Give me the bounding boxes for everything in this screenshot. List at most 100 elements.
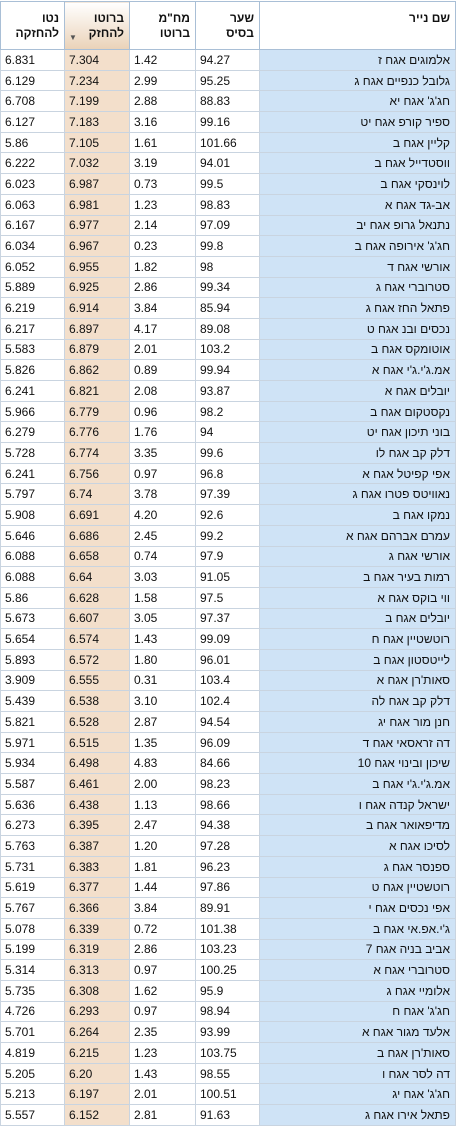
column-header-base-price[interactable]: שער בסיס <box>195 1 260 50</box>
cell-name[interactable]: אורשי אגח ג <box>259 545 456 568</box>
table-row[interactable]: נמקו אגח ב 92.6 4.20 6.691 5.908 <box>0 504 456 526</box>
cell-name[interactable]: אלעד מגור אגח א <box>259 1021 456 1043</box>
table-row[interactable]: אב-גד אגח א 98.83 1.23 6.981 6.063 <box>0 193 456 216</box>
table-row[interactable]: אביב בניה אגח 7 103.23 2.86 6.319 5.199 <box>0 938 456 961</box>
cell-name[interactable]: נקסטקום אגח ב <box>259 400 456 423</box>
cell-name[interactable]: סטרוברי אגח ג <box>259 276 456 299</box>
table-row[interactable]: דה לסר אגח ו 98.55 1.43 6.20 5.205 <box>0 1062 456 1085</box>
table-row[interactable]: חג'ג' אגח יא 88.83 2.88 7.199 6.708 <box>0 90 456 113</box>
cell-name[interactable]: חג'ג' אירופה אגח ב <box>259 235 456 257</box>
table-row[interactable]: עמרם אברהם אגח א 99.2 2.45 6.686 5.646 <box>0 524 456 547</box>
cell-name[interactable]: גלובל כנפיים אגח ג <box>259 69 456 92</box>
cell-name[interactable]: מדיפאואר אגח ב <box>259 814 456 837</box>
table-row[interactable]: דה זראסאי אגח ד 96.09 1.35 6.515 5.971 <box>0 731 456 754</box>
cell-name[interactable]: ישראל קנדה אגח ו <box>259 793 456 816</box>
table-row[interactable]: נקסטקום אגח ב 98.2 0.96 6.779 5.966 <box>0 400 456 423</box>
table-row[interactable]: לסיכו אגח א 97.28 1.20 6.387 5.763 <box>0 835 456 857</box>
cell-name[interactable]: לסיכו אגח א <box>259 835 456 857</box>
table-row[interactable]: ווסטדייל אגח ב 94.01 3.19 7.032 6.222 <box>0 152 456 175</box>
table-row[interactable]: מדיפאואר אגח ב 94.38 2.47 6.395 6.273 <box>0 814 456 837</box>
table-row[interactable]: קליין אגח ב 101.66 1.61 7.105 5.86 <box>0 131 456 154</box>
table-row[interactable]: אורשי אגח ג 97.9 0.74 6.658 6.088 <box>0 545 456 568</box>
table-row[interactable]: שיכון ובינוי אגח 10 84.66 4.83 6.498 5.934 <box>0 752 456 775</box>
cell-name[interactable]: אפי נכסים אגח י <box>259 897 456 919</box>
table-row[interactable]: סטרוברי אגח א 100.25 0.97 6.313 5.314 <box>0 959 456 981</box>
cell-name[interactable]: חג'ג' אגח יג <box>259 1083 456 1106</box>
cell-name[interactable]: אפי קפיטל אגח א <box>259 462 456 485</box>
column-header-gross-yield[interactable]: ברוטו להחזק ▼ <box>64 1 130 50</box>
cell-name[interactable]: אלומיי אגח ג <box>259 979 456 1002</box>
cell-name[interactable]: רמות בעיר אגח ב <box>259 566 456 588</box>
table-row[interactable]: רוטשטיין אגח ח 99.09 1.43 6.574 5.654 <box>0 628 456 650</box>
cell-name[interactable]: ווסטדייל אגח ב <box>259 152 456 175</box>
table-row[interactable]: סאות'רן אגח א 103.4 0.31 6.555 3.909 <box>0 669 456 692</box>
cell-name[interactable]: ווי בוקס אגח א <box>259 586 456 609</box>
cell-name[interactable]: נכסים ובנ אגח ט <box>259 317 456 340</box>
cell-name[interactable]: אב-גד אגח א <box>259 193 456 216</box>
cell-name[interactable]: דה לסר אגח ו <box>259 1062 456 1085</box>
table-row[interactable]: פתאל אירו אגח ג 91.63 2.81 6.152 5.557 <box>0 1104 456 1126</box>
table-row[interactable]: סטרוברי אגח ג 99.34 2.86 6.925 5.889 <box>0 276 456 299</box>
cell-name[interactable]: לוינסקי אגח ב <box>259 173 456 195</box>
cell-name[interactable]: סטרוברי אגח א <box>259 959 456 981</box>
cell-name[interactable]: קליין אגח ב <box>259 131 456 154</box>
table-row[interactable]: ווי בוקס אגח א 97.5 1.58 6.628 5.86 <box>0 586 456 609</box>
cell-name[interactable]: אורשי אגח ד <box>259 255 456 278</box>
cell-name[interactable]: נתנאל גרופ אגח יב <box>259 214 456 237</box>
cell-name[interactable]: חנן מור אגח יג <box>259 711 456 733</box>
cell-name[interactable]: דלק קב אגח לה <box>259 690 456 712</box>
table-row[interactable]: נאוויטס פטרו אגח ג 97.39 3.78 6.74 5.797 <box>0 483 456 506</box>
column-header-duration[interactable]: מח"מ ברוטו <box>129 1 196 50</box>
cell-name[interactable]: אמ.ג'י.ג'י אגח א <box>259 359 456 381</box>
table-row[interactable]: סאות'רן אגח ב 103.75 1.23 6.215 4.819 <box>0 1042 456 1064</box>
table-row[interactable]: דלק קב אגח לו 99.6 3.35 6.774 5.728 <box>0 442 456 464</box>
cell-name[interactable]: לייטסטון אגח ב <box>259 648 456 671</box>
table-row[interactable]: נכסים ובנ אגח ט 89.08 4.17 6.897 6.217 <box>0 317 456 340</box>
table-row[interactable]: נתנאל גרופ אגח יב 97.09 2.14 6.977 6.167 <box>0 214 456 237</box>
table-row[interactable]: ישראל קנדה אגח ו 98.66 1.13 6.438 5.636 <box>0 793 456 816</box>
cell-name[interactable]: אביב בניה אגח 7 <box>259 938 456 961</box>
cell-name[interactable]: חג'ג' אגח יא <box>259 90 456 113</box>
table-row[interactable]: ספנסר אגח ג 96.23 1.81 6.383 5.731 <box>0 855 456 878</box>
table-row[interactable]: דלק קב אגח לה 102.4 3.10 6.538 5.439 <box>0 690 456 712</box>
column-header-net-yield[interactable]: נטו להחזקה <box>0 1 65 50</box>
cell-name[interactable]: פתאל אירו אגח ג <box>259 1104 456 1126</box>
cell-name[interactable]: יובלים אגח א <box>259 380 456 402</box>
table-row[interactable]: אפי קפיטל אגח א 96.8 0.97 6.756 6.241 <box>0 462 456 485</box>
cell-name[interactable]: נמקו אגח ב <box>259 504 456 526</box>
cell-name[interactable]: ספיר קורפ אגח יט <box>259 111 456 133</box>
cell-name[interactable]: יובלים אגח ב <box>259 607 456 630</box>
table-row[interactable]: פתאל החז אגח ג 85.94 3.84 6.914 6.219 <box>0 297 456 319</box>
table-row[interactable]: חג'ג' אגח ח 98.94 0.97 6.293 4.726 <box>0 1000 456 1023</box>
table-row[interactable]: אפי נכסים אגח י 89.91 3.84 6.366 5.767 <box>0 897 456 919</box>
table-row[interactable]: לוינסקי אגח ב 99.5 0.73 6.987 6.023 <box>0 173 456 195</box>
table-row[interactable]: גלובל כנפיים אגח ג 95.25 2.99 7.234 6.129 <box>0 69 456 92</box>
table-row[interactable]: חג'ג' אגח יג 100.51 2.01 6.197 5.213 <box>0 1083 456 1106</box>
cell-name[interactable]: בוני תיכון אגח יט <box>259 421 456 444</box>
cell-name[interactable]: נאוויטס פטרו אגח ג <box>259 483 456 506</box>
table-row[interactable]: יובלים אגח ב 97.37 3.05 6.607 5.673 <box>0 607 456 630</box>
table-row[interactable]: אלומיי אגח ג 95.9 1.62 6.308 5.735 <box>0 979 456 1002</box>
table-row[interactable]: יובלים אגח א 93.87 2.08 6.821 6.241 <box>0 380 456 402</box>
table-row[interactable]: אלמוגים אגח ז 94.27 1.42 7.304 6.831 <box>0 49 456 71</box>
cell-name[interactable]: סאות'רן אגח א <box>259 669 456 692</box>
cell-name[interactable]: אמ.ג'י.ג'י אגח ב <box>259 773 456 795</box>
table-row[interactable]: אלעד מגור אגח א 93.99 2.35 6.264 5.701 <box>0 1021 456 1043</box>
table-row[interactable]: רמות בעיר אגח ב 91.05 3.03 6.64 6.088 <box>0 566 456 588</box>
cell-name[interactable]: פתאל החז אגח ג <box>259 297 456 319</box>
table-row[interactable]: אוטומקס אגח ב 103.2 2.01 6.879 5.583 <box>0 338 456 361</box>
cell-name[interactable]: רוטשטיין אגח ח <box>259 628 456 650</box>
table-row[interactable]: ג'י.אפ.אי אגח ב 101.38 0.72 6.339 5.078 <box>0 917 456 940</box>
cell-name[interactable]: סאות'רן אגח ב <box>259 1042 456 1064</box>
table-row[interactable]: רוטשטיין אגח ט 97.86 1.44 6.377 5.619 <box>0 876 456 899</box>
cell-name[interactable]: ג'י.אפ.אי אגח ב <box>259 917 456 940</box>
cell-name[interactable]: רוטשטיין אגח ט <box>259 876 456 899</box>
table-row[interactable]: ספיר קורפ אגח יט 99.16 3.16 7.183 6.127 <box>0 111 456 133</box>
cell-name[interactable]: חג'ג' אגח ח <box>259 1000 456 1023</box>
table-row[interactable]: אורשי אגח ד 98 1.82 6.955 6.052 <box>0 255 456 278</box>
table-row[interactable]: חג'ג' אירופה אגח ב 99.8 0.23 6.967 6.034 <box>0 235 456 257</box>
cell-name[interactable]: שיכון ובינוי אגח 10 <box>259 752 456 775</box>
cell-name[interactable]: דלק קב אגח לו <box>259 442 456 464</box>
cell-name[interactable]: אוטומקס אגח ב <box>259 338 456 361</box>
table-row[interactable]: לייטסטון אגח ב 96.01 1.80 6.572 5.893 <box>0 648 456 671</box>
